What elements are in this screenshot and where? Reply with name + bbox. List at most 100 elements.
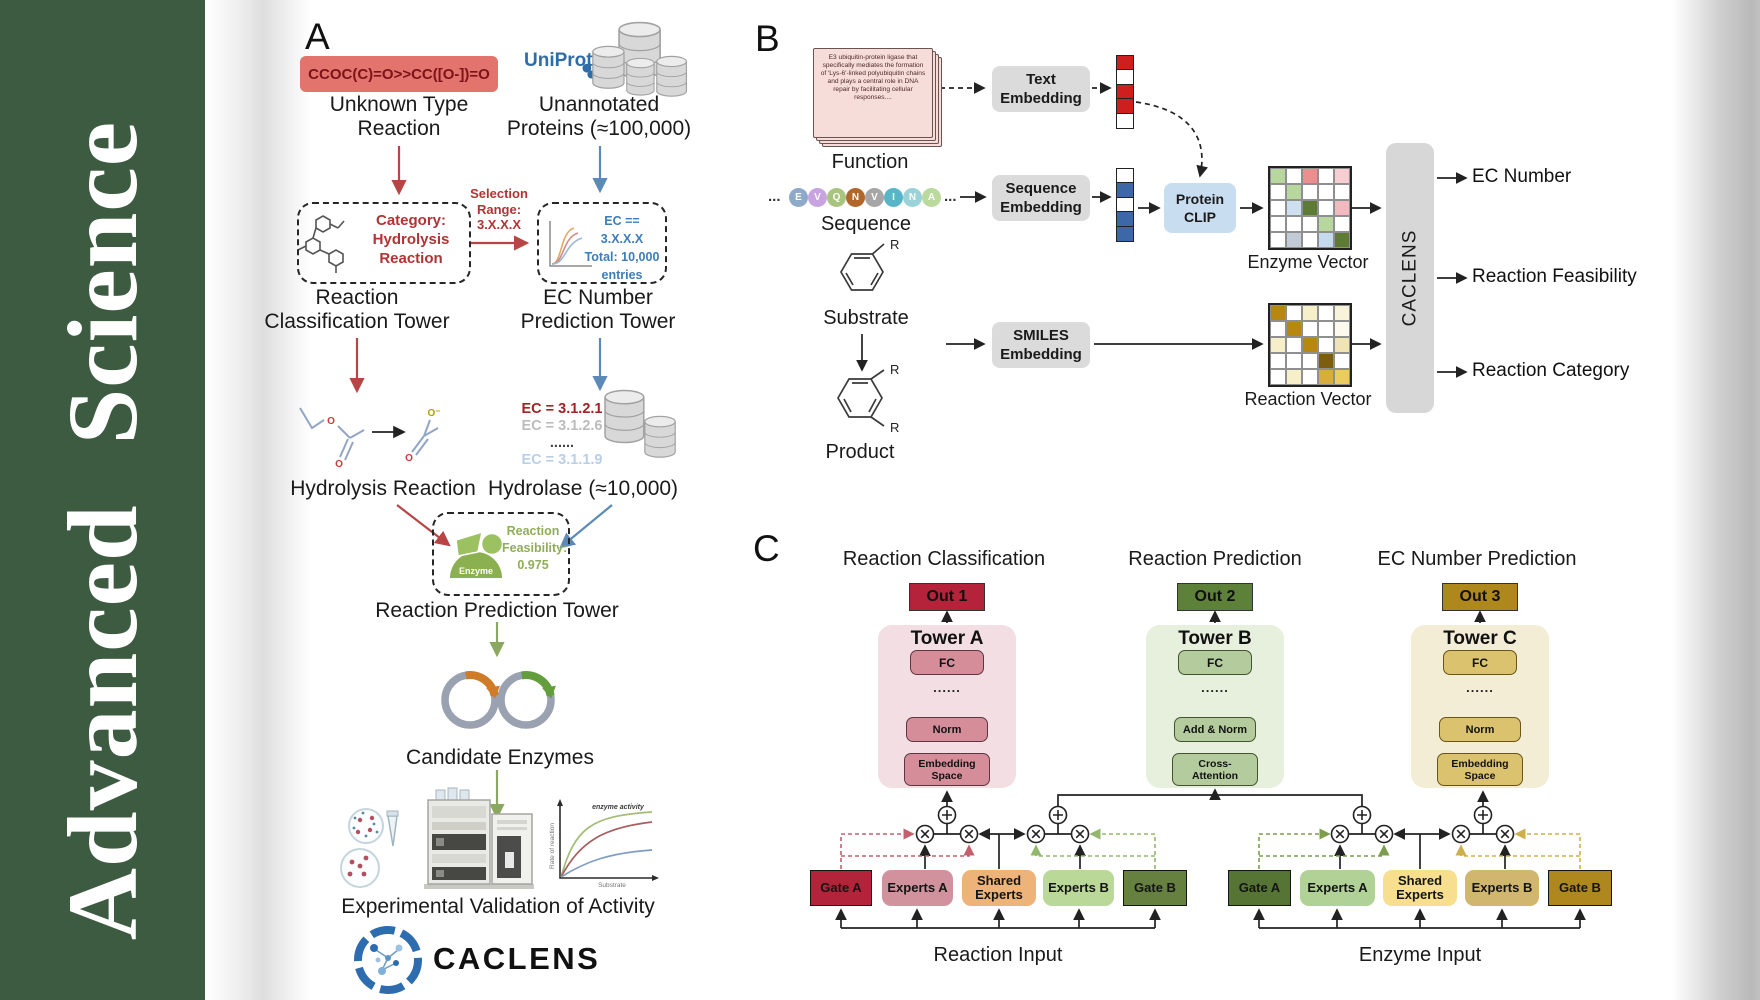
enzyme-grid-cell	[1286, 216, 1302, 232]
sequence-ellipsis-left: ...	[768, 188, 781, 205]
reaction-grid-cell	[1334, 321, 1350, 337]
out-1-box: Out 1	[909, 583, 985, 611]
svg-text:O⁻: O⁻	[427, 408, 440, 419]
ec-list-item: EC = 3.1.1.9	[521, 452, 603, 468]
residue-circle: A	[922, 188, 941, 207]
classification-result-box	[297, 202, 471, 284]
hplc-instrument-icon	[424, 787, 534, 889]
substrate-molecule	[840, 243, 885, 291]
enzyme-grid-cell	[1286, 232, 1302, 248]
reaction-vector-grid	[1268, 303, 1352, 387]
reaction-input-label: Reaction Input	[933, 944, 1063, 966]
circled-plus-icon	[937, 805, 957, 825]
tower-a-norm: Norm	[906, 717, 988, 742]
sequence-label: Sequence	[820, 213, 912, 235]
ec-list-item: ......	[549, 435, 575, 451]
circled-plus-icon	[1048, 805, 1068, 825]
tower-a-embedding-space: Embedding Space	[904, 753, 990, 786]
circled-times-icon	[1374, 824, 1394, 844]
reaction-grid-cell	[1270, 369, 1286, 385]
reaction-grid-cell	[1286, 369, 1302, 385]
tower-b-cross-attention: Cross- Attention	[1172, 753, 1258, 786]
reaction-grid-cell	[1318, 305, 1334, 321]
circled-plus-icon	[1352, 805, 1372, 825]
text-embedding-vector	[1116, 55, 1134, 129]
hydrolysis-reaction-molecules	[299, 407, 439, 461]
caclens-logo-icon	[354, 926, 422, 994]
function-card: E3 ubiquitin-protein ligase that specifi…	[813, 48, 933, 138]
tower-c: Tower C FC ...... Norm Embedding Space	[1411, 625, 1549, 788]
ec-number-prediction-tower-label: EC Number Prediction Tower	[520, 286, 676, 333]
panel-b-label: B	[755, 18, 780, 59]
hydrolase-label: Hydrolase (≈10,000)	[487, 477, 679, 500]
moe1-gate-a: Gate A	[810, 870, 872, 906]
journal-sidebar: Advanced Science	[0, 0, 205, 1000]
enzyme-grid-cell	[1318, 216, 1334, 232]
tower-a-name: Tower A	[910, 628, 984, 649]
out-2-box: Out 2	[1177, 583, 1253, 611]
reaction-grid-cell	[1286, 353, 1302, 369]
tower-c-fc: FC	[1443, 650, 1517, 675]
svg-text:Enzyme: Enzyme	[459, 566, 493, 576]
heading-reaction-classification: Reaction Classification	[842, 548, 1046, 570]
reaction-grid-cell	[1286, 337, 1302, 353]
panel-c-label: C	[753, 528, 780, 569]
activity-plot: enzyme activity Rate of reaction Substra…	[549, 799, 659, 889]
enzyme-grid-cell	[1270, 232, 1286, 248]
enzyme-vector-grid	[1268, 166, 1352, 250]
tower-c-norm: Norm	[1439, 717, 1521, 742]
reaction-grid-cell	[1286, 305, 1302, 321]
tower-b-name: Tower B	[1178, 628, 1252, 649]
reaction-prediction-tower-label: Reaction Prediction Tower	[375, 599, 619, 622]
enzyme-grid-cell	[1318, 184, 1334, 200]
hydrolysis-reaction-atoms: O O O O⁻	[327, 408, 440, 470]
feasibility-box	[432, 512, 570, 596]
svg-text:Rate of reaction: Rate of reaction	[549, 823, 556, 869]
moe2-experts-a: Experts A	[1300, 870, 1375, 906]
moe1-shared-experts: Shared Experts	[962, 870, 1036, 906]
reaction-grid-cell	[1302, 321, 1318, 337]
residue-circle: V	[808, 188, 827, 207]
product-r2-label: R	[890, 420, 899, 435]
product-r1-label: R	[890, 362, 899, 377]
caclens-block-text: CACLENS	[1399, 229, 1420, 327]
candidate-enzymes-label: Candidate Enzymes	[406, 746, 594, 769]
reaction-grid-cell	[1302, 353, 1318, 369]
sequence-ellipsis-right: ...	[944, 188, 957, 205]
moe2-experts-b: Experts B	[1465, 870, 1539, 906]
enzyme-grid-cell	[1270, 184, 1286, 200]
output-reaction-feasibility: Reaction Feasibility	[1472, 266, 1637, 287]
panel-b-arrows	[856, 82, 1468, 378]
molecule-icon	[297, 215, 345, 273]
moe2-gate-b: Gate B	[1548, 870, 1612, 906]
circled-times-icon	[959, 824, 979, 844]
moe1-gate-b: Gate B	[1123, 870, 1187, 906]
caclens-model-block: CACLENS	[1386, 143, 1434, 413]
moe2-shared-experts: Shared Experts	[1383, 870, 1457, 906]
function-label: Function	[831, 151, 909, 173]
reaction-grid-cell	[1270, 305, 1286, 321]
heading-ec-number-prediction: EC Number Prediction	[1377, 548, 1577, 570]
protein-clip-box: Protein CLIP	[1164, 183, 1236, 233]
reaction-grid-cell	[1334, 369, 1350, 385]
reaction-grid-cell	[1318, 337, 1334, 353]
residue-circle: V	[865, 188, 884, 207]
svg-text:enzyme activity: enzyme activity	[592, 804, 645, 811]
reaction-classification-tower-label: Reaction Classification Tower	[264, 286, 450, 333]
enzyme-grid-cell	[1334, 184, 1350, 200]
enzyme-grid-cell	[1318, 168, 1334, 184]
tower-b-dots: ......	[1201, 680, 1229, 695]
enzyme-grid-cell	[1302, 184, 1318, 200]
panel-a-label: A	[305, 16, 330, 57]
svg-text:Substrate: Substrate	[598, 882, 626, 889]
enzyme-grid-cell	[1334, 200, 1350, 216]
reaction-grid-cell	[1270, 321, 1286, 337]
enzyme-grid-cell	[1334, 168, 1350, 184]
function-card-text: E3 ubiquitin-protein ligase that specifi…	[820, 54, 926, 101]
circled-times-icon	[915, 824, 935, 844]
reaction-grid-cell	[1270, 337, 1286, 353]
enzyme-grid-cell	[1286, 184, 1302, 200]
ec-filter-box	[537, 202, 667, 284]
text-vector-cell	[1116, 112, 1134, 129]
